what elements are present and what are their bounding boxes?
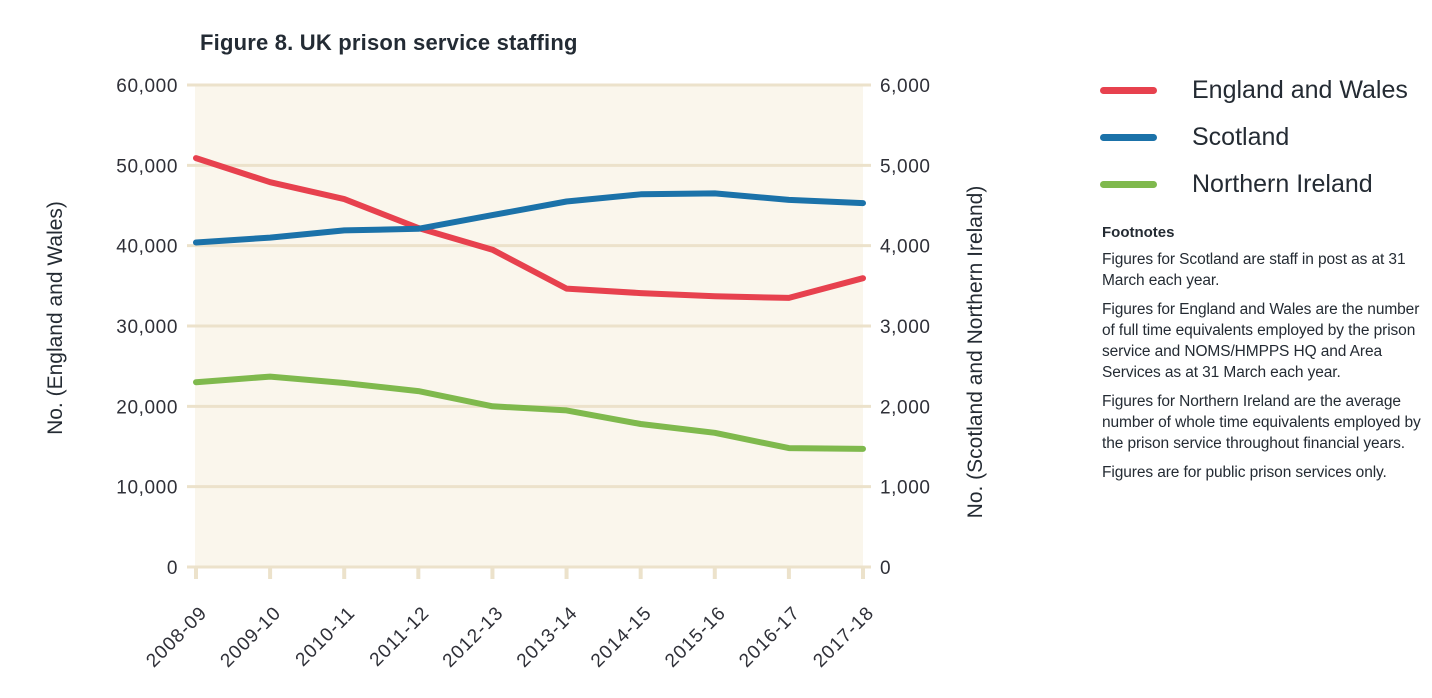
right-axis-tick-label: 1,000 <box>880 478 931 499</box>
left-axis-tick-label: 10,000 <box>116 478 178 499</box>
legend-swatch-scotland <box>1100 134 1157 141</box>
footnote-paragraph: Figures for England and Wales are the nu… <box>1102 301 1420 381</box>
x-axis-label: 2016-17 <box>735 603 804 672</box>
right-axis-tick-label: 4,000 <box>880 237 931 258</box>
series-line-northern-ireland <box>193 373 866 452</box>
left-axis-tick-label: 30,000 <box>116 317 178 338</box>
legend-swatch-england-and-wales <box>1100 87 1157 94</box>
line-chart: 60,000 50,000 40,000 30,000 20,000 10,000 0 6,0… <box>44 76 987 672</box>
right-axis-tick-label: 5,000 <box>880 156 931 177</box>
right-axis-tick-label: 3,000 <box>880 317 931 338</box>
legend-label: Scotland <box>1192 123 1290 151</box>
legend-item-scotland: Scotland <box>1100 114 1408 161</box>
left-axis-tick-label: 20,000 <box>116 397 178 418</box>
x-axis-label: 2008-09 <box>142 603 211 672</box>
right-axis-tick-label: 2,000 <box>880 397 931 418</box>
x-axis-label: 2010-11 <box>292 603 360 671</box>
left-axis-tick-label: 0 <box>167 558 178 579</box>
footnotes: Footnotes Figures for Scotland are staff… <box>1102 224 1424 491</box>
left-axis-title: No. (England and Wales) <box>44 201 67 435</box>
x-axis-label: 2017-18 <box>809 603 878 672</box>
series-line-england-and-wales <box>193 155 866 301</box>
legend-swatch-northern-ireland <box>1100 181 1157 188</box>
footnote-paragraph: Figures for Scotland are staff in post a… <box>1102 251 1406 289</box>
x-axis-label: 2013-14 <box>513 603 582 672</box>
series-line-scotland <box>193 190 866 246</box>
right-axis-title: No. (Scotland and Northern Ireland) <box>964 186 987 519</box>
footnote-paragraph: Figures are for public prison services o… <box>1102 464 1387 481</box>
right-axis-tick-label: 0 <box>880 558 891 579</box>
footnote-paragraph: Figures for Northern Ireland are the ave… <box>1102 393 1421 452</box>
legend: England and Wales Scotland Northern Irelan… <box>1100 67 1408 208</box>
x-axis-label: 2009-10 <box>217 603 286 672</box>
left-axis-tick-label: 50,000 <box>116 156 178 177</box>
legend-label: Northern Ireland <box>1192 170 1373 198</box>
footnotes-heading: Footnotes <box>1102 224 1175 241</box>
left-axis-tick-label: 40,000 <box>116 237 178 258</box>
footnotes-body: Figures for Scotland are staff in post a… <box>1102 249 1424 483</box>
right-axis-tick-label: 6,000 <box>880 76 931 97</box>
x-axis-label: 2012-13 <box>439 603 508 672</box>
left-axis-tick-label: 60,000 <box>116 76 178 97</box>
legend-item-england-and-wales: England and Wales <box>1100 67 1408 114</box>
chart-title: Figure 8. UK prison service staffing <box>200 30 578 55</box>
legend-label: England and Wales <box>1192 76 1408 104</box>
x-axis-label: 2011-12 <box>366 603 434 671</box>
x-axis-label: 2015-16 <box>661 603 730 672</box>
legend-item-northern-ireland: Northern Ireland <box>1100 161 1408 208</box>
x-axis-label: 2014-15 <box>587 603 656 672</box>
